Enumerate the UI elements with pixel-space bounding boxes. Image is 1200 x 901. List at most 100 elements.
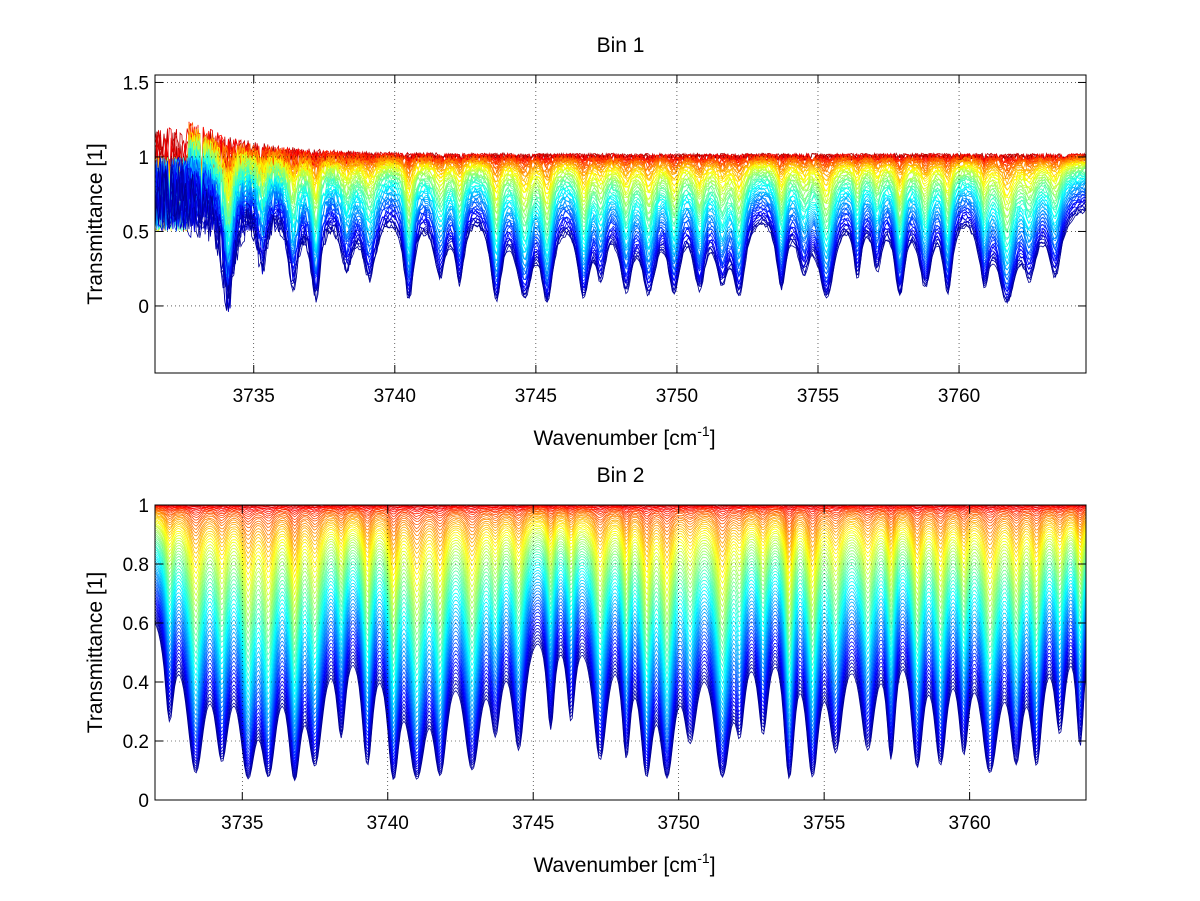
series-line xyxy=(155,516,1086,568)
series-line xyxy=(155,616,1086,779)
x-tick-label: 3750 xyxy=(658,813,700,834)
series-line xyxy=(155,131,1086,228)
series-line xyxy=(155,557,1086,704)
x-tick-label: 3755 xyxy=(797,386,839,407)
series-line xyxy=(155,538,1086,652)
y-axis-label: Transmittance [1] xyxy=(84,143,107,304)
series-line xyxy=(155,524,1086,602)
series-line xyxy=(155,602,1086,769)
series-line xyxy=(155,594,1086,760)
series-line xyxy=(155,531,1086,627)
x-axis-label: Wavenumber [cm-1] xyxy=(533,423,715,450)
series-line xyxy=(155,542,1086,664)
x-tick-label: 3760 xyxy=(938,386,980,407)
x-tick-label: 3745 xyxy=(515,386,557,407)
x-tick-label: 3735 xyxy=(221,813,263,834)
y-tick-label: 0.5 xyxy=(123,222,149,243)
y-tick-label: 0.6 xyxy=(123,614,149,635)
series-line xyxy=(155,512,1086,547)
y-tick-label: 1 xyxy=(138,148,149,169)
y-tick-label: 0.2 xyxy=(123,732,149,753)
x-tick-label: 3735 xyxy=(233,386,275,407)
series-group xyxy=(155,505,1086,782)
series-line xyxy=(155,149,1086,238)
series-line xyxy=(155,137,1086,231)
series-line xyxy=(155,526,1086,608)
series-line xyxy=(155,508,1086,527)
series-line xyxy=(155,509,1086,531)
series-group xyxy=(155,121,1086,313)
series-line xyxy=(155,577,1086,740)
y-tick-label: 1 xyxy=(138,496,149,517)
series-line xyxy=(155,551,1086,687)
series-line xyxy=(155,159,1086,287)
series-line xyxy=(155,588,1086,754)
series-line xyxy=(155,570,1086,728)
series-line xyxy=(155,151,1086,254)
series-line xyxy=(155,619,1086,781)
series-line xyxy=(155,585,1086,750)
series-line xyxy=(155,599,1086,767)
y-tick-label: 0 xyxy=(138,297,149,318)
y-tick-label: 0.4 xyxy=(123,673,150,694)
series-line xyxy=(155,523,1086,596)
series-line xyxy=(155,165,1086,311)
series-line xyxy=(155,591,1086,757)
series-line xyxy=(155,546,1086,676)
series-line xyxy=(155,506,1086,518)
series-line xyxy=(155,505,1086,510)
series-line xyxy=(155,575,1086,736)
series-line xyxy=(155,562,1086,714)
series-line xyxy=(155,520,1086,585)
series-line xyxy=(155,534,1086,639)
x-tick-label: 3740 xyxy=(367,813,409,834)
y-tick-label: 0.8 xyxy=(123,555,149,576)
axes-frame xyxy=(154,74,1087,374)
x-tick-label: 3755 xyxy=(803,813,845,834)
series-line xyxy=(155,511,1086,543)
series-line xyxy=(155,143,1086,229)
series-line xyxy=(155,544,1086,670)
x-tick-label: 3750 xyxy=(656,386,698,407)
series-line xyxy=(155,610,1086,775)
series-line xyxy=(155,521,1086,591)
series-line xyxy=(155,548,1086,682)
x-axis-label: Wavenumber [cm-1] xyxy=(533,850,715,877)
y-tick-label: 0 xyxy=(138,791,149,812)
top-subplot: 3735 3740 3745 3750 3755 3760 0 0.5 1 1.5 Bin 1 Wav… xyxy=(84,34,1087,450)
series-line xyxy=(155,555,1086,698)
y-tick-label: 1.5 xyxy=(123,73,149,94)
x-tick-label: 3740 xyxy=(374,386,416,407)
series-line xyxy=(155,514,1086,557)
series-line xyxy=(155,529,1086,620)
series-line xyxy=(155,132,1086,231)
series-line xyxy=(155,565,1086,719)
series-line xyxy=(155,560,1086,709)
y-axis-label: Transmittance [1] xyxy=(84,572,107,733)
series-line xyxy=(155,536,1086,645)
x-tick-label: 3760 xyxy=(948,813,990,834)
series-line xyxy=(155,580,1086,744)
series-line xyxy=(155,567,1086,723)
series-line xyxy=(155,605,1086,771)
series-line xyxy=(155,613,1086,777)
series-line xyxy=(155,553,1086,693)
axes-frame xyxy=(154,504,1087,801)
series-line xyxy=(155,507,1086,521)
series-line xyxy=(155,572,1086,732)
series-line xyxy=(155,154,1086,261)
series-line xyxy=(155,527,1086,614)
series-line xyxy=(155,510,1086,539)
series-line xyxy=(155,509,1086,534)
series-line xyxy=(155,532,1086,633)
x-tick-label: 3745 xyxy=(512,813,554,834)
series-line xyxy=(155,506,1086,515)
series-line xyxy=(155,150,1086,233)
bottom-subplot: 3735 3740 3745 3750 3755 3760 0 0.2 0.4 0.6 0.8 1 Bi… xyxy=(84,464,1087,877)
grid xyxy=(155,75,1086,373)
series-line xyxy=(155,622,1086,782)
series-line xyxy=(155,540,1086,658)
series-line xyxy=(155,133,1086,218)
series-line xyxy=(155,159,1086,313)
